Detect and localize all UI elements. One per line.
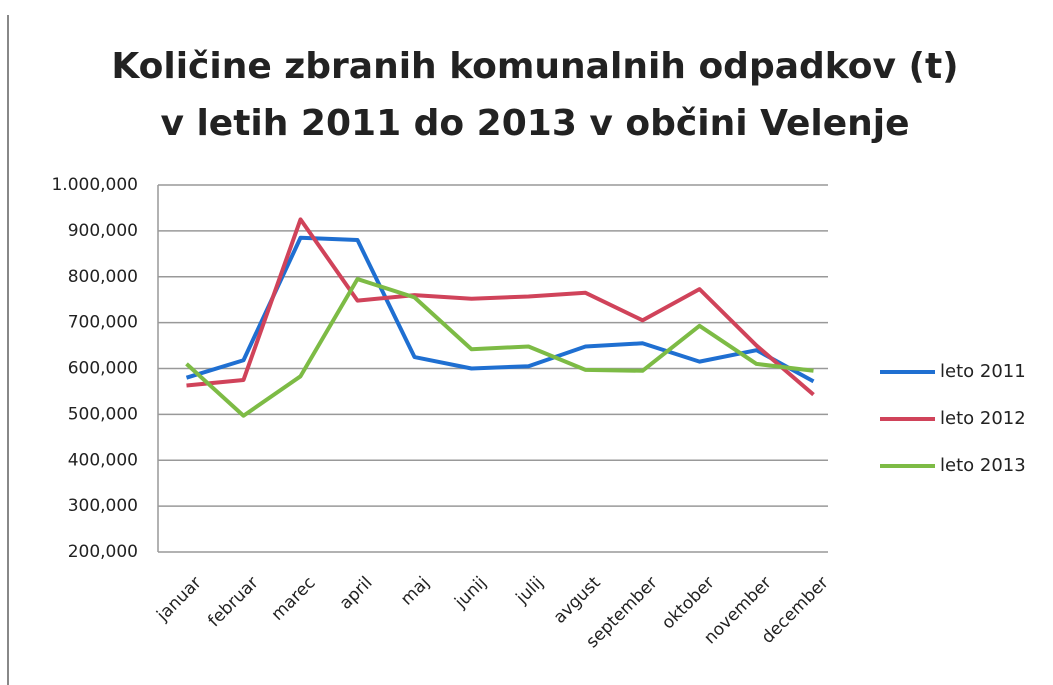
y-tick-label: 500,000: [68, 404, 138, 424]
legend-label: leto 2013: [940, 455, 1026, 476]
series-line: [186, 217, 815, 397]
legend-label: leto 2011: [940, 361, 1026, 382]
y-tick-label: 400,000: [68, 450, 138, 470]
y-tick-label: 700,000: [68, 313, 138, 333]
chart-subtitle: v letih 2011 do 2013 v občini Velenje: [160, 103, 909, 144]
y-tick-label: 900,000: [68, 221, 138, 241]
y-tick-label: 200,000: [68, 542, 138, 562]
y-tick-label: 600,000: [68, 359, 138, 379]
chart-title: Količine zbranih komunalnih odpadkov (t): [111, 46, 958, 87]
y-tick-label: 800,000: [68, 267, 138, 287]
series-line: [185, 235, 815, 384]
series-line: [185, 277, 814, 418]
legend-label: leto 2012: [940, 408, 1026, 429]
y-tick-label: 300,000: [68, 496, 138, 516]
y-tick-label: 1.000,000: [51, 175, 138, 195]
